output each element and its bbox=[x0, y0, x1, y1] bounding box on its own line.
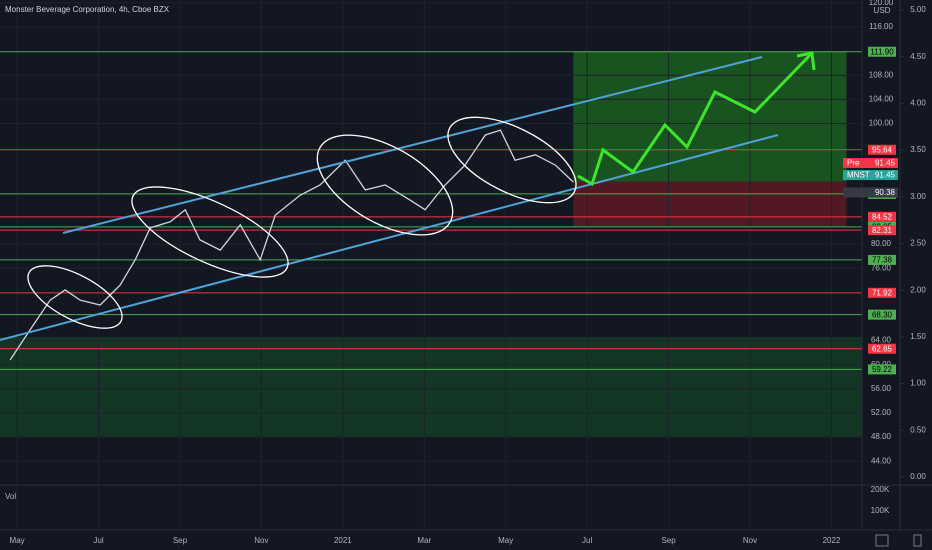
level-tag bbox=[868, 225, 896, 236]
price-tag bbox=[843, 187, 898, 198]
y-tick-label: 116.00 bbox=[869, 22, 893, 31]
zones bbox=[0, 51, 862, 438]
x-tick-label: Sep bbox=[173, 536, 188, 545]
chart-title: Monster Beverage Corporation, 4h, Cboe B… bbox=[5, 5, 170, 14]
price-tag-name: MNST bbox=[847, 171, 870, 180]
zone bbox=[573, 51, 847, 182]
level-tag bbox=[868, 287, 896, 298]
y-tick-label: 64.00 bbox=[871, 336, 892, 345]
y2-tick-label: 4.00 bbox=[910, 98, 926, 107]
x-tick-label: Nov bbox=[743, 536, 757, 545]
price-tag-value: 91.45 bbox=[875, 159, 896, 168]
projection-arrow bbox=[577, 51, 814, 187]
y2-tick-label: 2.50 bbox=[910, 239, 926, 248]
level-tag bbox=[868, 309, 896, 320]
x-tick-label: Jul bbox=[582, 536, 592, 545]
x-tick-label: Jul bbox=[93, 536, 103, 545]
channel-upper bbox=[62, 56, 763, 234]
price-tag-value: 91.45 bbox=[875, 171, 896, 180]
axes: 120.00 116.00 108.00 104.00 100.00 80.00 76.00… bbox=[10, 0, 927, 545]
y-tick-label: 104.00 bbox=[869, 94, 894, 103]
settings-icon[interactable] bbox=[875, 534, 889, 547]
scale-icon[interactable] bbox=[913, 534, 922, 547]
level-label: 84.52 bbox=[872, 212, 893, 221]
grid bbox=[0, 0, 862, 530]
level-tag bbox=[868, 364, 896, 375]
x-tick-label: Mar bbox=[417, 536, 431, 545]
level-label: 68.30 bbox=[872, 310, 893, 319]
y2-tick-label: 2.00 bbox=[910, 285, 926, 294]
price-tag bbox=[843, 170, 898, 181]
level-label: 71.92 bbox=[872, 288, 893, 297]
y2-tick-label: 5.00 bbox=[910, 5, 926, 14]
level-label: 82.31 bbox=[872, 226, 893, 235]
y-tick-label: 80.00 bbox=[871, 239, 892, 248]
level-tag bbox=[868, 211, 896, 222]
y2-tick-label: 4.50 bbox=[910, 52, 926, 61]
ellipse bbox=[131, 186, 289, 278]
y-tick-label: 120.00 bbox=[869, 0, 894, 7]
zone bbox=[573, 181, 847, 227]
level-label: 59.22 bbox=[872, 365, 893, 374]
y-tick-label: 48.00 bbox=[871, 432, 892, 441]
y-tick-label: 100.00 bbox=[869, 119, 894, 128]
currency: USD bbox=[874, 6, 891, 15]
x-tick-label: Sep bbox=[661, 536, 676, 545]
x-tick-label: 2021 bbox=[334, 536, 352, 545]
price-tag-name: Pre bbox=[847, 159, 860, 168]
y2-tick-label: 1.00 bbox=[910, 379, 926, 388]
x-tick-label: Nov bbox=[254, 536, 268, 545]
x-tick-label: May bbox=[10, 536, 25, 545]
y2-tick-label: 3.00 bbox=[910, 192, 926, 201]
price-line bbox=[9, 129, 574, 361]
zone bbox=[0, 336, 862, 438]
y-tick-label: 56.00 bbox=[871, 384, 892, 393]
y2-tick-label: 3.50 bbox=[910, 145, 926, 154]
ellipse bbox=[27, 265, 123, 329]
y2-tick-label: 0.50 bbox=[910, 425, 926, 434]
volume-label: Vol bbox=[5, 492, 16, 501]
price-tag-value: 90.38 bbox=[875, 188, 896, 197]
volume-tick: 200K bbox=[871, 485, 890, 494]
y-tick-label: 76.00 bbox=[871, 263, 892, 272]
volume-tick: 100K bbox=[871, 506, 890, 515]
level-label: 62.65 bbox=[872, 344, 893, 353]
y-tick-label: 52.00 bbox=[871, 408, 892, 417]
level-tag bbox=[868, 343, 896, 354]
ellipse bbox=[447, 116, 577, 204]
level-tag bbox=[868, 144, 896, 155]
level-label: 77.38 bbox=[872, 256, 893, 265]
price-tag bbox=[843, 158, 898, 169]
x-tick-label: 2022 bbox=[823, 536, 841, 545]
y-tick-label: 44.00 bbox=[871, 456, 892, 465]
level-label: 111.90 bbox=[870, 47, 894, 56]
channel-lower bbox=[0, 134, 779, 341]
x-tick-label: May bbox=[498, 536, 513, 545]
y2-tick-label: 1.50 bbox=[910, 332, 926, 341]
arrow-head bbox=[796, 51, 816, 71]
level-tag bbox=[868, 254, 896, 265]
level-tag bbox=[868, 46, 896, 57]
y2-tick-label: 0.00 bbox=[910, 472, 926, 481]
y-tick-label: 108.00 bbox=[869, 70, 894, 79]
y-tick-label: 60.00 bbox=[871, 360, 892, 369]
level-label: 95.64 bbox=[872, 145, 893, 154]
ellipse bbox=[316, 134, 454, 236]
